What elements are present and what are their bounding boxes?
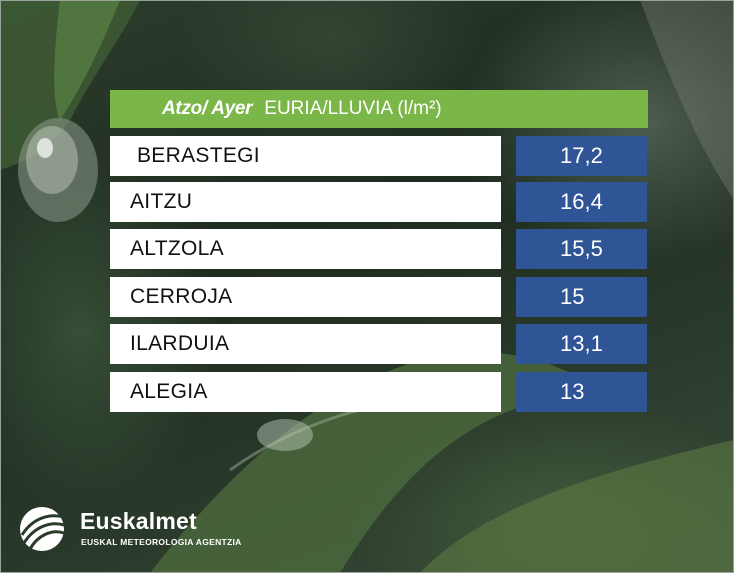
- station-value-box: 13,1: [516, 324, 647, 364]
- station-value: 13,1: [560, 331, 603, 356]
- logo-name: Euskalmet: [80, 508, 197, 534]
- station-name: ILARDUIA: [130, 332, 230, 355]
- station-value: 15,5: [560, 236, 603, 261]
- station-value: 13: [560, 379, 585, 404]
- station-name: ALTZOLA: [130, 237, 224, 260]
- euskalmet-logo: Euskalmet EUSKAL METEOROLOGIA AGENTZIA: [18, 505, 258, 553]
- header-date-label: Atzo/ Ayer: [162, 98, 253, 119]
- station-value-box: 17,2: [516, 136, 647, 176]
- station-name-row: ALEGIA: [110, 372, 501, 412]
- station-value: 15: [560, 284, 585, 309]
- station-value: 17,2: [560, 143, 603, 168]
- logo-subtitle: EUSKAL METEOROLOGIA AGENTZIA: [81, 537, 242, 547]
- euskalmet-logo-icon: [20, 507, 65, 551]
- table-header: Atzo/ Ayer EURIA/LLUVIA (l/m²): [110, 90, 648, 128]
- station-name: AITZU: [130, 190, 193, 213]
- station-name: CERROJA: [130, 285, 233, 308]
- station-value: 16,4: [560, 189, 603, 214]
- station-value-box: 16,4: [516, 182, 647, 222]
- header-title: EURIA/LLUVIA (l/m²): [264, 98, 442, 119]
- station-value-box: 13: [516, 372, 647, 412]
- station-name-row: AITZU: [110, 182, 501, 222]
- station-name-row: ILARDUIA: [110, 324, 501, 364]
- station-name-row: ALTZOLA: [110, 229, 501, 269]
- station-name: BERASTEGI: [137, 144, 260, 167]
- station-value-box: 15,5: [516, 229, 647, 269]
- station-name: ALEGIA: [130, 380, 208, 403]
- station-value-box: 15: [516, 277, 647, 317]
- station-name-row: BERASTEGI: [110, 136, 501, 176]
- station-name-row: CERROJA: [110, 277, 501, 317]
